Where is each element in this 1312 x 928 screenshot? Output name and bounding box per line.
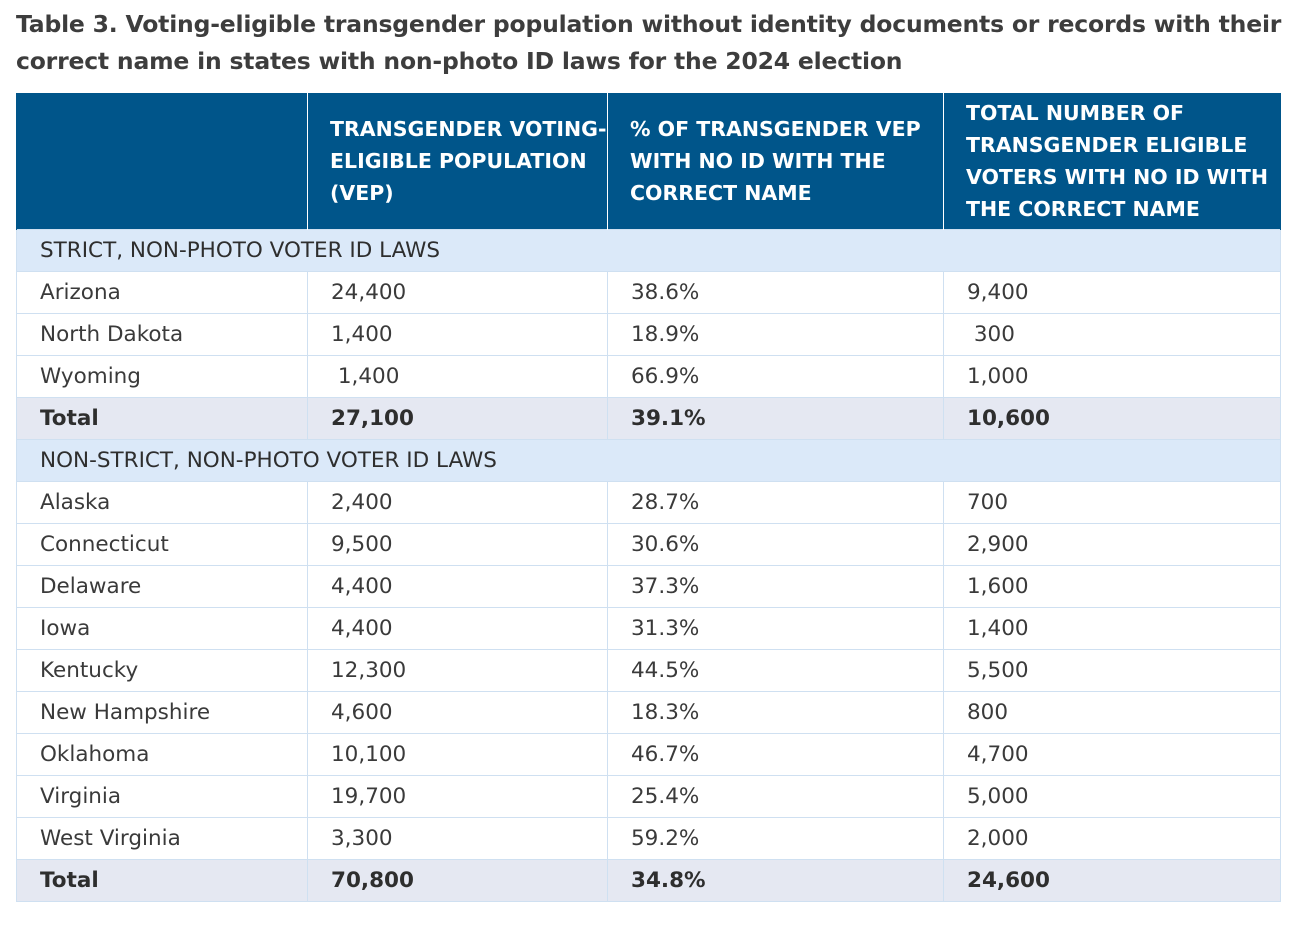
- table-row: Delaware 4,400 37.3% 1,600: [16, 565, 1281, 608]
- total-percent: 34.8%: [607, 859, 944, 902]
- vep-cell: 4,400: [307, 607, 608, 650]
- state-cell: Wyoming: [16, 355, 308, 398]
- total-cell: 4,700: [943, 733, 1281, 776]
- table-row: New Hampshire 4,600 18.3% 800: [16, 691, 1281, 734]
- table-row: West Virginia 3,300 59.2% 2,000: [16, 817, 1281, 860]
- total-cell: 5,000: [943, 775, 1281, 818]
- table-row: Iowa 4,400 31.3% 1,400: [16, 607, 1281, 650]
- header-row: TRANSGENDER VOTING-ELIGIBLE POPULATION (…: [16, 93, 1281, 230]
- state-cell: Delaware: [16, 565, 308, 608]
- total-cell: 1,600: [943, 565, 1281, 608]
- total-cell: 9,400: [943, 271, 1281, 314]
- vep-cell: 12,300: [307, 649, 608, 692]
- state-cell: Oklahoma: [16, 733, 308, 776]
- table-title: Table 3. Voting-eligible transgender pop…: [16, 10, 1282, 75]
- state-cell: Alaska: [16, 481, 308, 524]
- state-cell: New Hampshire: [16, 691, 308, 734]
- state-cell: North Dakota: [16, 313, 308, 356]
- total-row: Total 70,800 34.8% 24,600: [16, 859, 1281, 902]
- total-cell: 2,000: [943, 817, 1281, 860]
- header-total-no-id: TOTAL NUMBER OF TRANSGENDER ELIGIBLE VOT…: [943, 93, 1281, 230]
- table-row: North Dakota 1,400 18.9% 300: [16, 313, 1281, 356]
- table-row: Arizona 24,400 38.6% 9,400: [16, 271, 1281, 314]
- percent-cell: 28.7%: [607, 481, 944, 524]
- state-cell: Iowa: [16, 607, 308, 650]
- percent-cell: 46.7%: [607, 733, 944, 776]
- total-count: 24,600: [943, 859, 1281, 902]
- table-row: Oklahoma 10,100 46.7% 4,700: [16, 733, 1281, 776]
- total-label: Total: [16, 397, 308, 440]
- percent-cell: 25.4%: [607, 775, 944, 818]
- percent-cell: 59.2%: [607, 817, 944, 860]
- voter-id-table: TRANSGENDER VOTING-ELIGIBLE POPULATION (…: [16, 93, 1281, 902]
- vep-cell: 4,600: [307, 691, 608, 734]
- vep-cell: 2,400: [307, 481, 608, 524]
- section-header-strict: STRICT, NON-PHOTO VOTER ID LAWS: [16, 229, 1281, 272]
- total-count: 10,600: [943, 397, 1281, 440]
- section-label: NON-STRICT, NON-PHOTO VOTER ID LAWS: [16, 439, 1281, 482]
- percent-cell: 31.3%: [607, 607, 944, 650]
- vep-cell: 3,300: [307, 817, 608, 860]
- vep-cell: 9,500: [307, 523, 608, 566]
- percent-cell: 18.3%: [607, 691, 944, 734]
- state-cell: Connecticut: [16, 523, 308, 566]
- section-label: STRICT, NON-PHOTO VOTER ID LAWS: [16, 229, 1281, 272]
- total-cell: 300: [943, 313, 1281, 356]
- state-cell: Kentucky: [16, 649, 308, 692]
- total-cell: 700: [943, 481, 1281, 524]
- percent-cell: 37.3%: [607, 565, 944, 608]
- total-row: Total 27,100 39.1% 10,600: [16, 397, 1281, 440]
- percent-cell: 30.6%: [607, 523, 944, 566]
- total-cell: 2,900: [943, 523, 1281, 566]
- percent-cell: 18.9%: [607, 313, 944, 356]
- vep-cell: 10,100: [307, 733, 608, 776]
- vep-cell: 4,400: [307, 565, 608, 608]
- vep-cell: 1,400: [307, 355, 608, 398]
- percent-cell: 38.6%: [607, 271, 944, 314]
- header-state: [16, 93, 308, 230]
- state-cell: Arizona: [16, 271, 308, 314]
- total-label: Total: [16, 859, 308, 902]
- total-percent: 39.1%: [607, 397, 944, 440]
- table-row: Kentucky 12,300 44.5% 5,500: [16, 649, 1281, 692]
- total-cell: 800: [943, 691, 1281, 734]
- header-percent-no-id: % OF TRANSGENDER VEP WITH NO ID WITH THE…: [607, 93, 944, 230]
- table-row: Alaska 2,400 28.7% 700: [16, 481, 1281, 524]
- total-cell: 1,000: [943, 355, 1281, 398]
- table-row: Connecticut 9,500 30.6% 2,900: [16, 523, 1281, 566]
- state-cell: West Virginia: [16, 817, 308, 860]
- percent-cell: 66.9%: [607, 355, 944, 398]
- total-cell: 5,500: [943, 649, 1281, 692]
- vep-cell: 24,400: [307, 271, 608, 314]
- total-vep: 27,100: [307, 397, 608, 440]
- vep-cell: 19,700: [307, 775, 608, 818]
- table-row: Virginia 19,700 25.4% 5,000: [16, 775, 1281, 818]
- percent-cell: 44.5%: [607, 649, 944, 692]
- vep-cell: 1,400: [307, 313, 608, 356]
- state-cell: Virginia: [16, 775, 308, 818]
- table-row: Wyoming 1,400 66.9% 1,000: [16, 355, 1281, 398]
- section-header-non-strict: NON-STRICT, NON-PHOTO VOTER ID LAWS: [16, 439, 1281, 482]
- header-vep: TRANSGENDER VOTING-ELIGIBLE POPULATION (…: [307, 93, 608, 230]
- total-vep: 70,800: [307, 859, 608, 902]
- total-cell: 1,400: [943, 607, 1281, 650]
